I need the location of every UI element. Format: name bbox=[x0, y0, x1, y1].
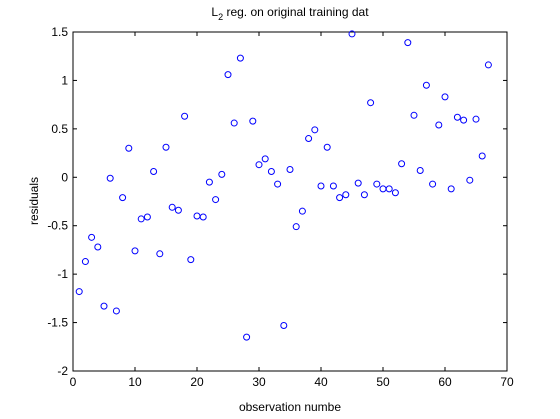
x-tick-label: 40 bbox=[314, 375, 328, 389]
data-point bbox=[292, 223, 300, 231]
data-point bbox=[311, 126, 319, 134]
ticks-layer: 0 10 20 30 40 50 60 70 -2 -1.5 -1 -0.5 0 0.5 1 1.5 bbox=[47, 25, 514, 389]
title-subscript: 2 bbox=[218, 12, 223, 22]
data-point bbox=[249, 117, 257, 125]
data-point bbox=[255, 161, 263, 169]
data-point bbox=[125, 144, 133, 152]
y-axis-label: residuals bbox=[27, 177, 41, 225]
data-point bbox=[441, 93, 449, 101]
x-axis-label: observation numbe bbox=[239, 400, 341, 414]
data-point bbox=[391, 189, 399, 197]
data-point bbox=[181, 112, 189, 120]
data-point bbox=[199, 213, 207, 221]
data-point bbox=[218, 170, 226, 178]
plot-area bbox=[72, 31, 508, 372]
y-tick-label: 0 bbox=[61, 170, 68, 184]
data-point bbox=[112, 307, 120, 315]
data-point bbox=[373, 180, 381, 188]
data-point bbox=[174, 206, 182, 214]
data-point bbox=[100, 302, 108, 310]
data-point bbox=[88, 233, 96, 241]
data-point bbox=[243, 333, 251, 341]
x-tick-label: 60 bbox=[438, 375, 452, 389]
x-tick-label: 70 bbox=[500, 375, 514, 389]
x-tick-label: 10 bbox=[128, 375, 142, 389]
data-point bbox=[484, 61, 492, 69]
data-point bbox=[137, 215, 145, 223]
data-point bbox=[404, 39, 412, 47]
data-point bbox=[94, 243, 102, 251]
data-point bbox=[212, 196, 220, 204]
data-point bbox=[119, 194, 127, 202]
points-layer bbox=[75, 30, 492, 341]
data-point bbox=[453, 113, 461, 121]
data-point bbox=[280, 321, 288, 329]
data-point bbox=[422, 81, 430, 89]
x-tick-label: 30 bbox=[252, 375, 266, 389]
data-point bbox=[274, 180, 282, 188]
data-point bbox=[398, 160, 406, 168]
x-tick-label: 0 bbox=[70, 375, 77, 389]
data-point bbox=[385, 185, 393, 193]
data-point bbox=[150, 167, 158, 175]
data-point bbox=[329, 182, 337, 190]
data-point bbox=[230, 119, 238, 127]
x-tick-label: 20 bbox=[190, 375, 204, 389]
data-point bbox=[348, 30, 356, 38]
data-point bbox=[478, 152, 486, 160]
data-point bbox=[81, 258, 89, 266]
data-point bbox=[323, 143, 331, 151]
data-point bbox=[410, 111, 418, 119]
data-point bbox=[298, 207, 306, 215]
data-point bbox=[224, 71, 232, 79]
data-point bbox=[317, 182, 325, 190]
data-point bbox=[187, 256, 195, 264]
data-point bbox=[162, 143, 170, 151]
title-main: L bbox=[211, 5, 218, 19]
title-rest: reg. on original training dat bbox=[223, 5, 369, 19]
data-point bbox=[267, 167, 275, 175]
y-tick-label: -2 bbox=[57, 364, 68, 378]
data-point bbox=[168, 203, 176, 211]
data-point bbox=[342, 191, 350, 199]
data-point bbox=[305, 135, 313, 143]
data-point bbox=[131, 247, 139, 255]
data-point bbox=[75, 288, 83, 296]
y-tick-label: 0.5 bbox=[51, 122, 68, 136]
data-point bbox=[336, 194, 344, 202]
x-tick-label: 50 bbox=[376, 375, 390, 389]
data-point bbox=[416, 167, 424, 175]
data-point bbox=[472, 115, 480, 123]
y-tick-label: -1 bbox=[57, 267, 68, 281]
y-tick-label: -0.5 bbox=[47, 219, 68, 233]
data-point bbox=[236, 54, 244, 62]
data-point bbox=[156, 250, 164, 258]
data-point bbox=[447, 185, 455, 193]
data-point bbox=[143, 213, 151, 221]
data-point bbox=[360, 191, 368, 199]
data-point bbox=[429, 180, 437, 188]
data-point bbox=[367, 99, 375, 107]
y-tick-label: -1.5 bbox=[47, 316, 68, 330]
chart-title: L2 reg. on original training dat bbox=[211, 5, 369, 22]
data-point bbox=[466, 176, 474, 184]
data-point bbox=[435, 121, 443, 129]
data-point bbox=[261, 155, 269, 163]
data-point bbox=[460, 116, 468, 124]
y-tick-label: 1 bbox=[61, 73, 68, 87]
data-point bbox=[286, 166, 294, 174]
y-tick-label: 1.5 bbox=[51, 25, 68, 39]
data-point bbox=[106, 174, 114, 182]
data-point bbox=[354, 179, 362, 187]
data-point bbox=[205, 178, 213, 186]
